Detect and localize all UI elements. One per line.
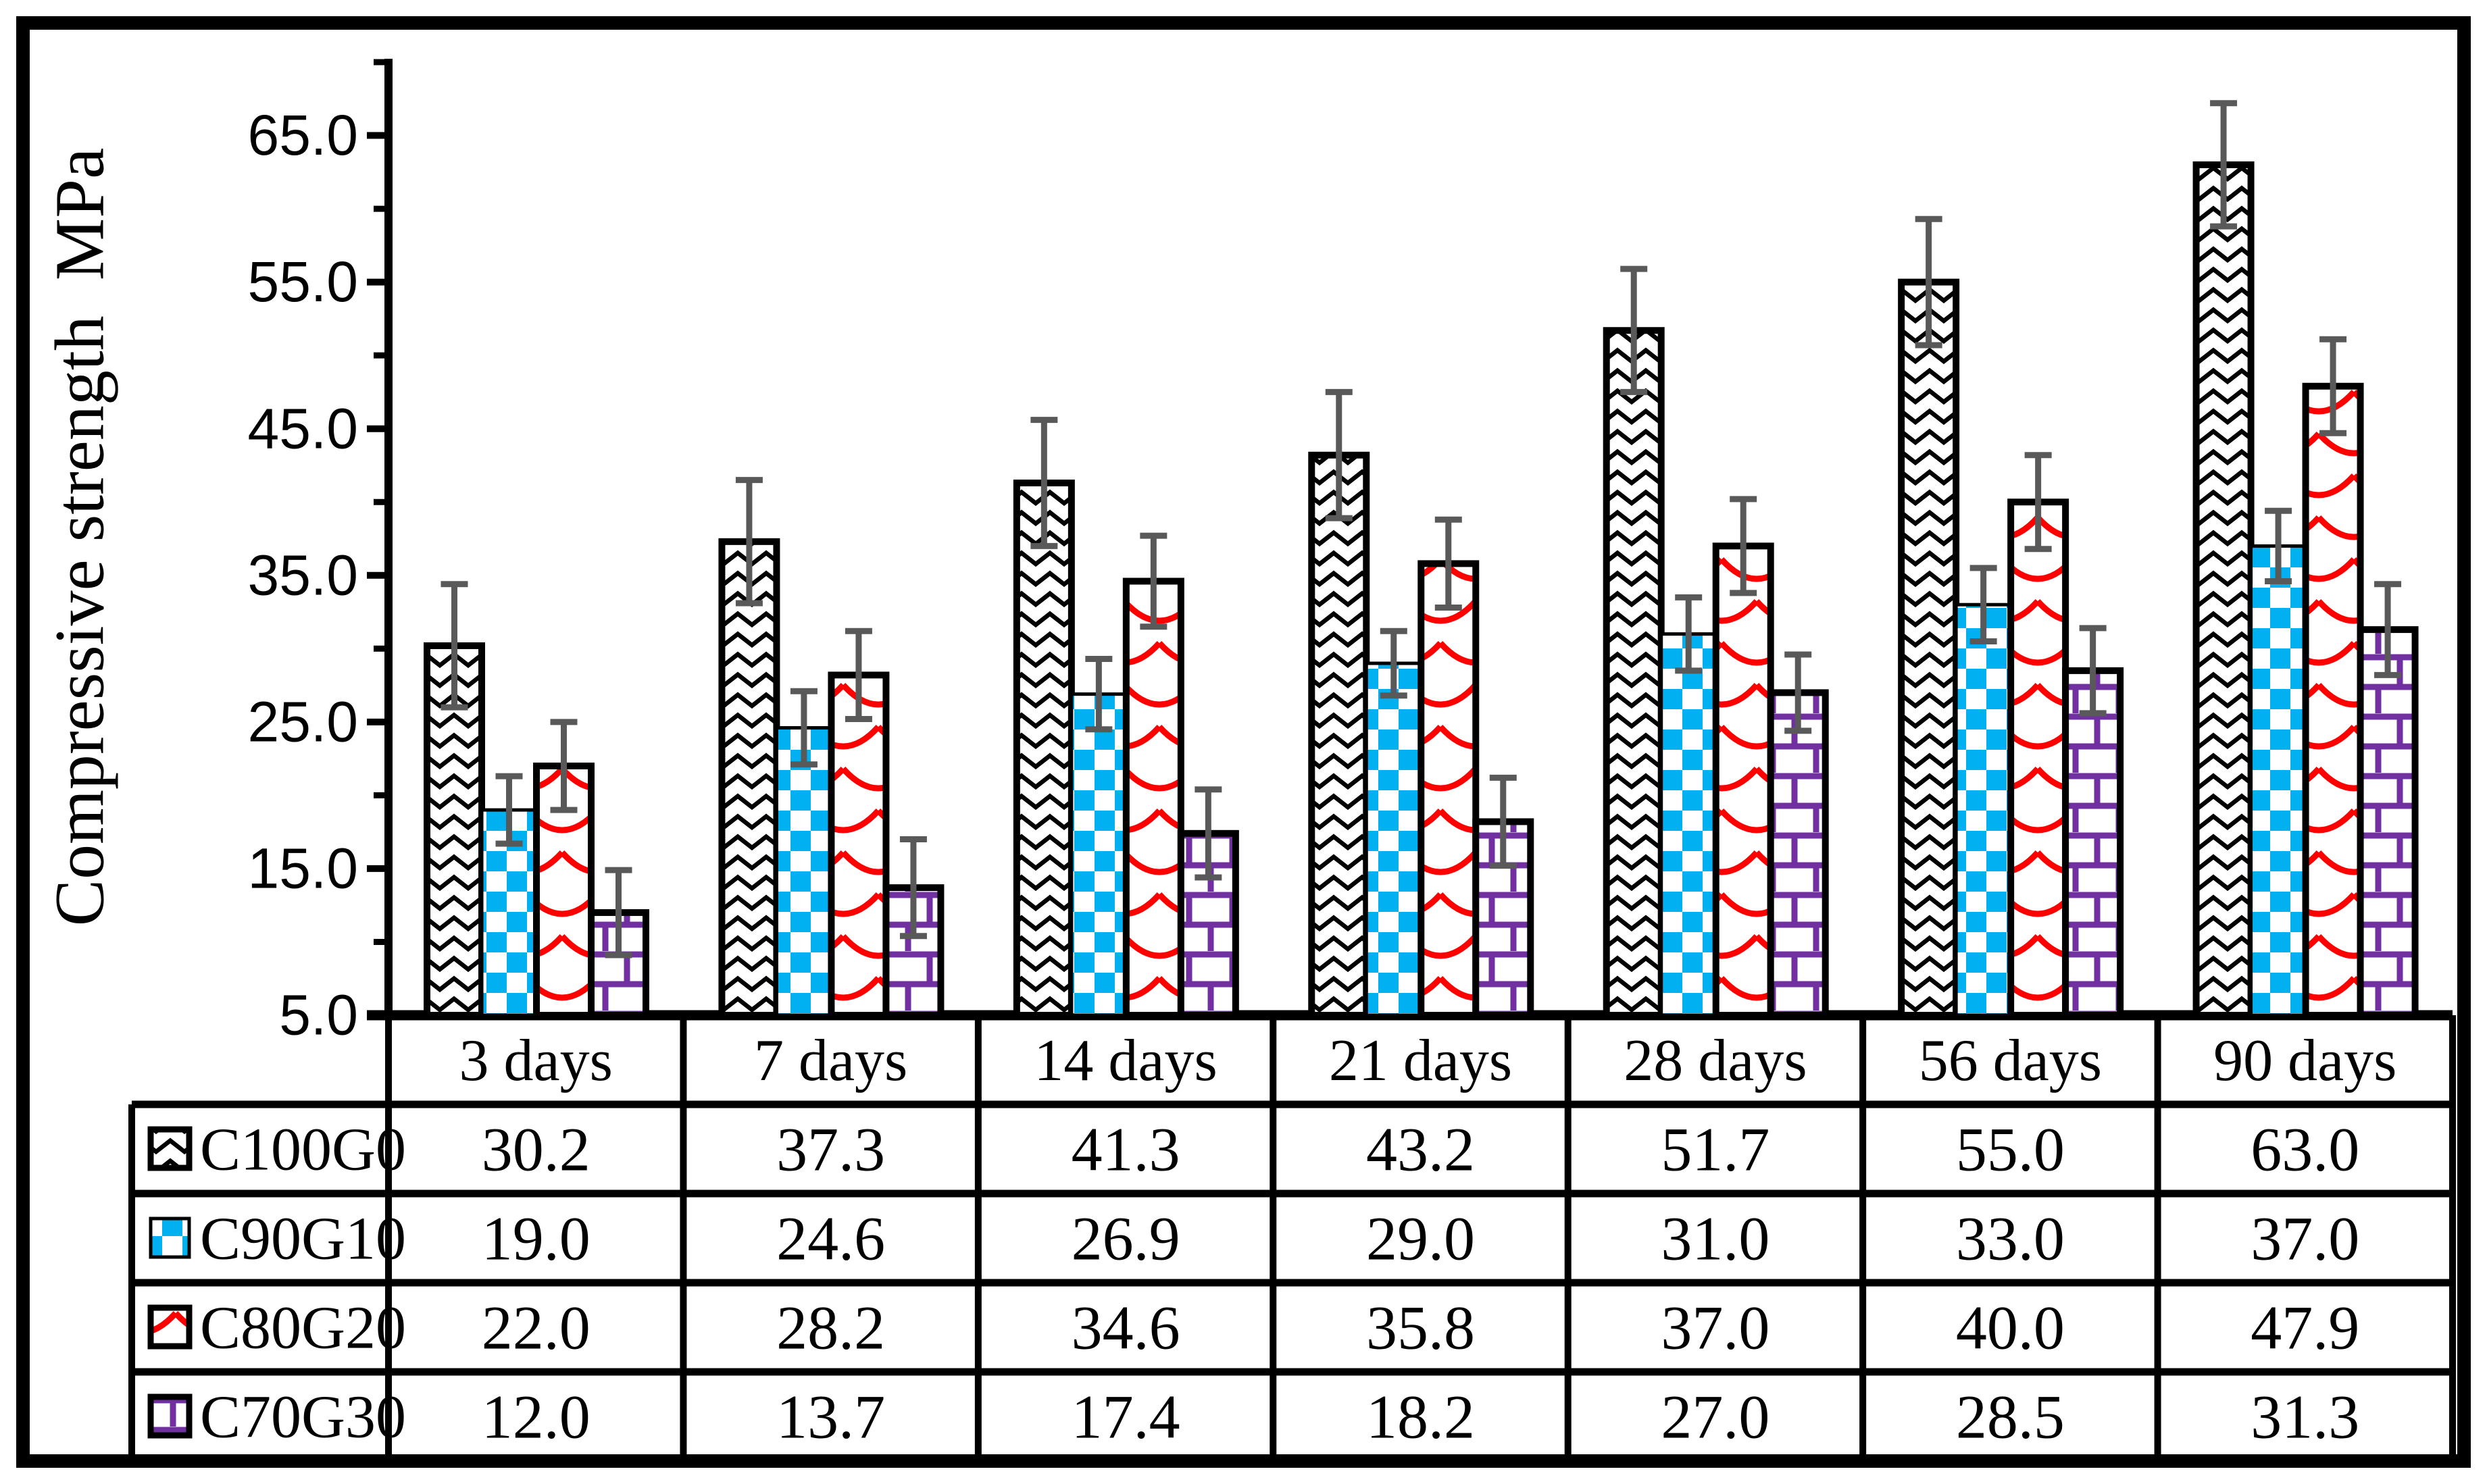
day-header-label: 21 days: [1329, 1028, 1512, 1094]
error-bars-layer: [441, 100, 2402, 958]
table-value-C90G10-6: 37.0: [2251, 1204, 2359, 1273]
bar-C80G20-7-days: [828, 671, 890, 1019]
bar-C100G0-7-days: [718, 538, 780, 1019]
bar-C80G20-28-days: [1712, 542, 1774, 1019]
day-header-label: 3 days: [459, 1028, 613, 1094]
bar-C90G10-28-days: [1659, 632, 1718, 1017]
table-value-C100G0-6: 63.0: [2251, 1115, 2359, 1183]
bar-C80G20-21-days: [1417, 560, 1480, 1019]
table-value-C100G0-2: 41.3: [1072, 1115, 1180, 1183]
table-value-C70G30-6: 31.3: [2251, 1382, 2359, 1451]
table-value-C70G30-1: 13.7: [776, 1382, 885, 1451]
table-value-C80G20-3: 35.8: [1366, 1293, 1475, 1362]
legend-swatch-C80G20: [147, 1304, 193, 1350]
bar-C90G10-56-days: [1954, 603, 2013, 1017]
bar-C100G0-56-days: [1898, 278, 1960, 1019]
day-header-label: 90 days: [2213, 1028, 2396, 1094]
table-value-C100G0-3: 43.2: [1366, 1115, 1475, 1183]
bars-layer: [424, 161, 2419, 1019]
y-tick-label: 5.0: [279, 983, 358, 1047]
legend-swatch-C70G30: [147, 1393, 193, 1439]
bar-C100G0-14-days: [1013, 480, 1075, 1019]
table-value-C70G30-5: 28.5: [1956, 1382, 2065, 1451]
bar-C90G10-90-days: [2249, 544, 2308, 1017]
bar-C100G0-90-days: [2192, 161, 2255, 1019]
bar-C70G30-28-days: [1767, 689, 1829, 1019]
bar-C80G20-56-days: [2007, 498, 2069, 1019]
table-value-C80G20-5: 40.0: [1956, 1293, 2065, 1362]
day-header-label: 7 days: [754, 1028, 907, 1094]
table-value-C90G10-2: 26.9: [1072, 1204, 1180, 1273]
table-value-C90G10-3: 29.0: [1366, 1204, 1475, 1273]
data-table: 3 days 7 days 14 days 21 days 28 days 56 days…: [128, 1015, 2456, 1465]
legend-swatch-C100G0: [147, 1126, 193, 1171]
table-value-C90G10-5: 33.0: [1956, 1204, 2065, 1273]
bar-C70G30-56-days: [2062, 667, 2124, 1019]
table-value-C100G0-4: 51.7: [1661, 1115, 1769, 1183]
bar-C80G20-90-days: [2302, 382, 2364, 1019]
legend-label-C100G0: C100G0: [200, 1117, 406, 1183]
y-tick-label: 45.0: [248, 396, 359, 460]
table-value-C100G0-5: 55.0: [1956, 1115, 2065, 1183]
legend-label-C90G10: C90G10: [200, 1206, 406, 1273]
table-value-C80G20-2: 34.6: [1072, 1293, 1180, 1362]
y-axis: 5.0 15.0 25.0 35.0 45.0 55.0 65.0: [248, 59, 2453, 1047]
table-value-C100G0-1: 37.3: [776, 1115, 885, 1183]
y-tick-label: 55.0: [248, 250, 359, 313]
bar-C100G0-21-days: [1308, 451, 1370, 1019]
bar-C100G0-28-days: [1603, 327, 1665, 1019]
legend-label-C70G30: C70G30: [200, 1384, 406, 1451]
bar-C90G10-21-days: [1364, 661, 1423, 1017]
bar-C90G10-7-days: [774, 726, 833, 1017]
table-value-C80G20-6: 47.9: [2251, 1293, 2359, 1362]
day-header-label: 56 days: [1919, 1028, 2102, 1094]
table-value-C70G30-0: 12.0: [482, 1382, 591, 1451]
y-tick-label: 35.0: [248, 543, 359, 607]
y-tick-label: 15.0: [248, 836, 359, 900]
table-value-C70G30-4: 27.0: [1661, 1382, 1769, 1451]
y-tick-label: 25.0: [248, 690, 359, 753]
day-header-label: 28 days: [1624, 1028, 1807, 1094]
table-value-C100G0-0: 30.2: [482, 1115, 591, 1183]
table-value-C70G30-3: 18.2: [1366, 1382, 1475, 1451]
table-value-C70G30-2: 17.4: [1072, 1382, 1180, 1451]
table-value-C80G20-1: 28.2: [776, 1293, 885, 1362]
table-value-C80G20-4: 37.0: [1661, 1293, 1769, 1362]
bar-C70G30-90-days: [2357, 626, 2419, 1019]
bar-C90G10-14-days: [1070, 692, 1128, 1017]
table-value-C90G10-4: 31.0: [1661, 1204, 1769, 1273]
legend-swatch-C90G10: [149, 1217, 191, 1259]
table-value-C90G10-1: 24.6: [776, 1204, 885, 1273]
table-value-C90G10-0: 19.0: [482, 1204, 591, 1273]
legend-label-C80G20: C80G20: [200, 1295, 406, 1362]
bar-C80G20-14-days: [1122, 578, 1184, 1019]
y-tick-label: 65.0: [248, 103, 359, 167]
table-value-C80G20-0: 22.0: [482, 1293, 591, 1362]
day-header-label: 14 days: [1034, 1028, 1217, 1094]
